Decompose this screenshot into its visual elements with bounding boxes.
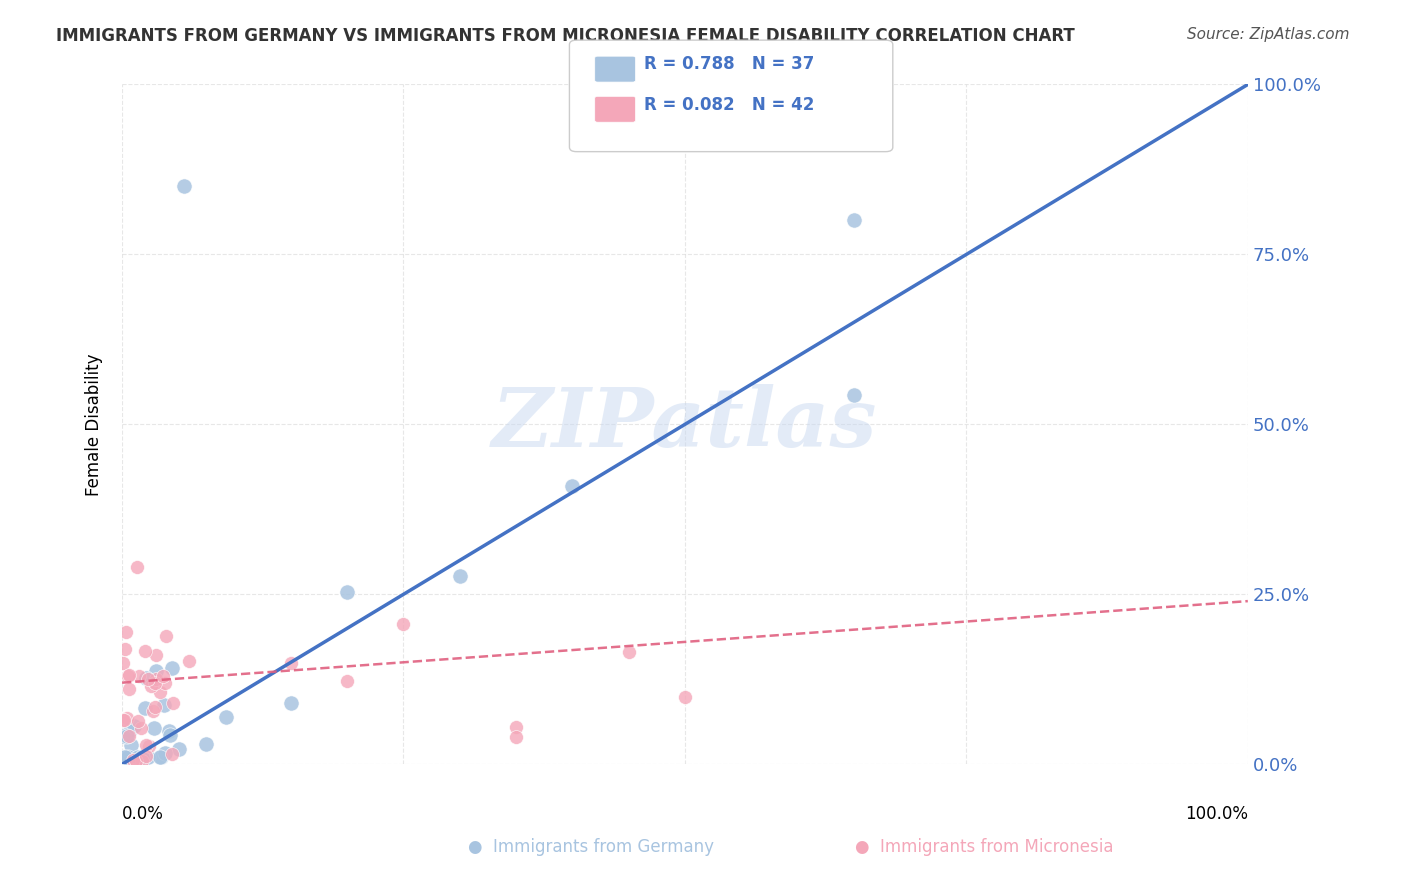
Point — [127, 750, 149, 764]
Text: 0.0%: 0.0% — [122, 805, 165, 823]
Point — [145, 648, 167, 662]
Point — [134, 644, 156, 658]
Point — [195, 737, 218, 751]
Point — [162, 696, 184, 710]
Text: Source: ZipAtlas.com: Source: ZipAtlas.com — [1187, 27, 1350, 42]
Point — [149, 750, 172, 764]
Point — [139, 679, 162, 693]
Text: ●  Immigrants from Micronesia: ● Immigrants from Micronesia — [855, 838, 1114, 856]
Point — [143, 676, 166, 690]
Point — [280, 656, 302, 670]
Point — [153, 698, 176, 713]
Point — [173, 179, 195, 194]
Point — [673, 690, 696, 705]
Point — [115, 729, 138, 743]
Point — [167, 741, 190, 756]
Point — [129, 721, 152, 735]
Point — [842, 387, 865, 401]
Point — [155, 629, 177, 643]
Point — [142, 704, 165, 718]
Point — [114, 642, 136, 657]
Point — [118, 681, 141, 696]
Text: ZIPatlas: ZIPatlas — [492, 384, 877, 465]
Point — [336, 673, 359, 688]
Point — [842, 213, 865, 227]
Point — [135, 671, 157, 685]
Point — [152, 669, 174, 683]
Point — [112, 750, 135, 764]
Point — [159, 728, 181, 742]
Point — [336, 584, 359, 599]
Point — [117, 750, 139, 764]
Point — [617, 645, 640, 659]
Point — [134, 701, 156, 715]
Point — [115, 625, 138, 640]
Point — [179, 654, 201, 668]
Text: R = 0.788   N = 37: R = 0.788 N = 37 — [644, 55, 814, 73]
Point — [120, 738, 142, 752]
Point — [127, 714, 149, 729]
Point — [112, 714, 135, 728]
Point — [127, 560, 149, 574]
Point — [505, 720, 527, 734]
Text: R = 0.082   N = 42: R = 0.082 N = 42 — [644, 96, 814, 114]
Point — [125, 754, 148, 768]
Point — [117, 669, 139, 683]
Point — [157, 724, 180, 739]
Point — [112, 713, 135, 727]
Point — [128, 668, 150, 682]
Point — [135, 739, 157, 753]
Y-axis label: Female Disability: Female Disability — [86, 353, 103, 496]
Point — [114, 750, 136, 764]
Point — [392, 617, 415, 632]
Point — [143, 721, 166, 735]
Point — [118, 668, 141, 682]
Point — [449, 569, 471, 583]
Point — [135, 748, 157, 763]
Point — [121, 753, 143, 767]
Point — [143, 699, 166, 714]
Point — [155, 746, 177, 760]
Point — [280, 696, 302, 710]
Point — [115, 711, 138, 725]
Point — [561, 479, 583, 493]
Point — [118, 729, 141, 743]
Point — [136, 672, 159, 686]
Point — [150, 750, 173, 764]
Point — [112, 656, 135, 670]
Point — [145, 672, 167, 686]
Text: IMMIGRANTS FROM GERMANY VS IMMIGRANTS FROM MICRONESIA FEMALE DISABILITY CORRELAT: IMMIGRANTS FROM GERMANY VS IMMIGRANTS FR… — [56, 27, 1076, 45]
Point — [138, 739, 160, 753]
Point — [505, 730, 527, 744]
Point — [131, 750, 153, 764]
Point — [149, 685, 172, 699]
Point — [112, 729, 135, 743]
Point — [214, 709, 236, 723]
Point — [131, 754, 153, 768]
Text: ●  Immigrants from Germany: ● Immigrants from Germany — [468, 838, 713, 856]
Text: 100.0%: 100.0% — [1185, 805, 1249, 823]
Point — [153, 676, 176, 690]
Point — [160, 747, 183, 761]
Point — [118, 723, 141, 737]
Point — [160, 661, 183, 675]
Point — [138, 750, 160, 764]
Point — [122, 719, 145, 733]
Point — [145, 664, 167, 678]
